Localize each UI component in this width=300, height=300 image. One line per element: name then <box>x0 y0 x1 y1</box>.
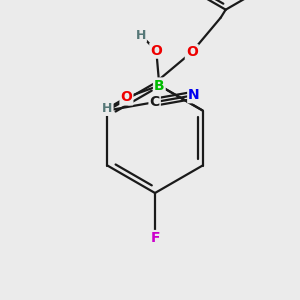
Text: H: H <box>136 28 146 42</box>
Text: B: B <box>154 79 165 92</box>
Text: N: N <box>188 88 200 102</box>
Text: C: C <box>149 95 160 109</box>
Text: O: O <box>121 91 132 104</box>
Text: F: F <box>150 231 160 245</box>
Text: H: H <box>102 102 112 115</box>
Text: O: O <box>150 44 162 58</box>
Text: O: O <box>186 45 198 59</box>
